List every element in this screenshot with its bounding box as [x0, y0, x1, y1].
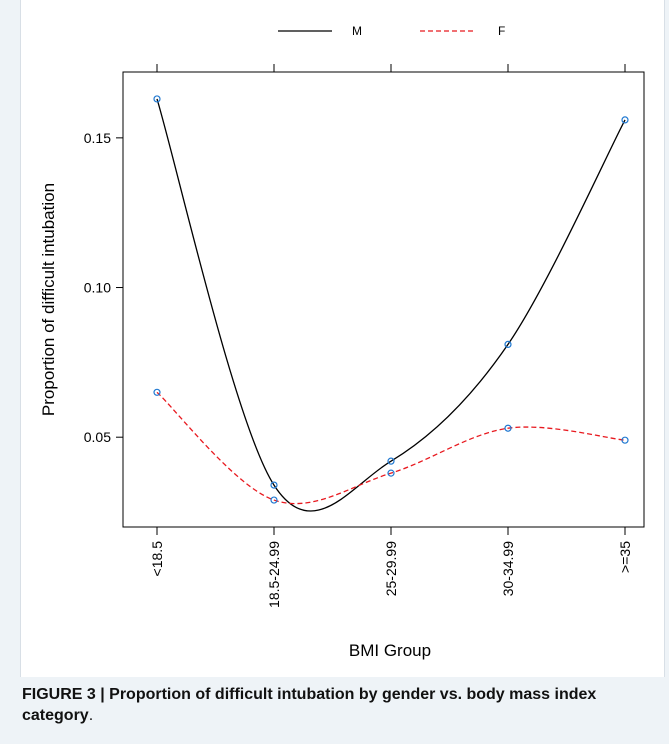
series-line-m — [156, 98, 626, 512]
x-tick-label: 25-29.99 — [383, 541, 399, 596]
x-axis-title: BMI Group — [349, 641, 431, 660]
data-point-m — [621, 116, 629, 124]
caption-rest: . — [88, 707, 94, 724]
data-point-m — [153, 95, 161, 103]
x-tick-label: 18.5-24.99 — [266, 541, 282, 608]
data-point-f — [153, 388, 161, 396]
data-point-f — [270, 496, 278, 504]
y-tick-label: 0.10 — [84, 280, 111, 296]
series-layer — [153, 95, 629, 512]
x-tick-label: <18.5 — [149, 541, 165, 577]
data-point-f — [387, 469, 395, 477]
plot-card — [20, 0, 665, 677]
data-point-m — [504, 340, 512, 349]
y-axis: 0.05 0.10 0.15 — [84, 130, 123, 445]
data-point-f — [504, 424, 512, 432]
data-point-m — [270, 481, 278, 489]
data-point-m — [387, 457, 395, 465]
y-axis-title: Proportion of difficult intubation — [39, 183, 58, 416]
x-tick-label: >=35 — [617, 541, 633, 573]
legend-label-m: M — [352, 24, 362, 38]
y-tick-label: 0.05 — [84, 429, 111, 445]
plot-box — [122, 71, 645, 528]
legend-label-f: F — [498, 24, 505, 38]
x-axis: <18.5 18.5-24.99 25-29.99 30-34.99 >=35 — [149, 64, 633, 608]
data-point-f — [621, 436, 629, 444]
series-line-f — [156, 391, 626, 505]
x-tick-label: 30-34.99 — [500, 541, 516, 596]
caption-bold: FIGURE 3 | Proportion of difficult intub… — [22, 686, 597, 724]
figure-caption: FIGURE 3 | Proportion of difficult intub… — [22, 684, 652, 726]
y-tick-label: 0.15 — [84, 130, 111, 146]
